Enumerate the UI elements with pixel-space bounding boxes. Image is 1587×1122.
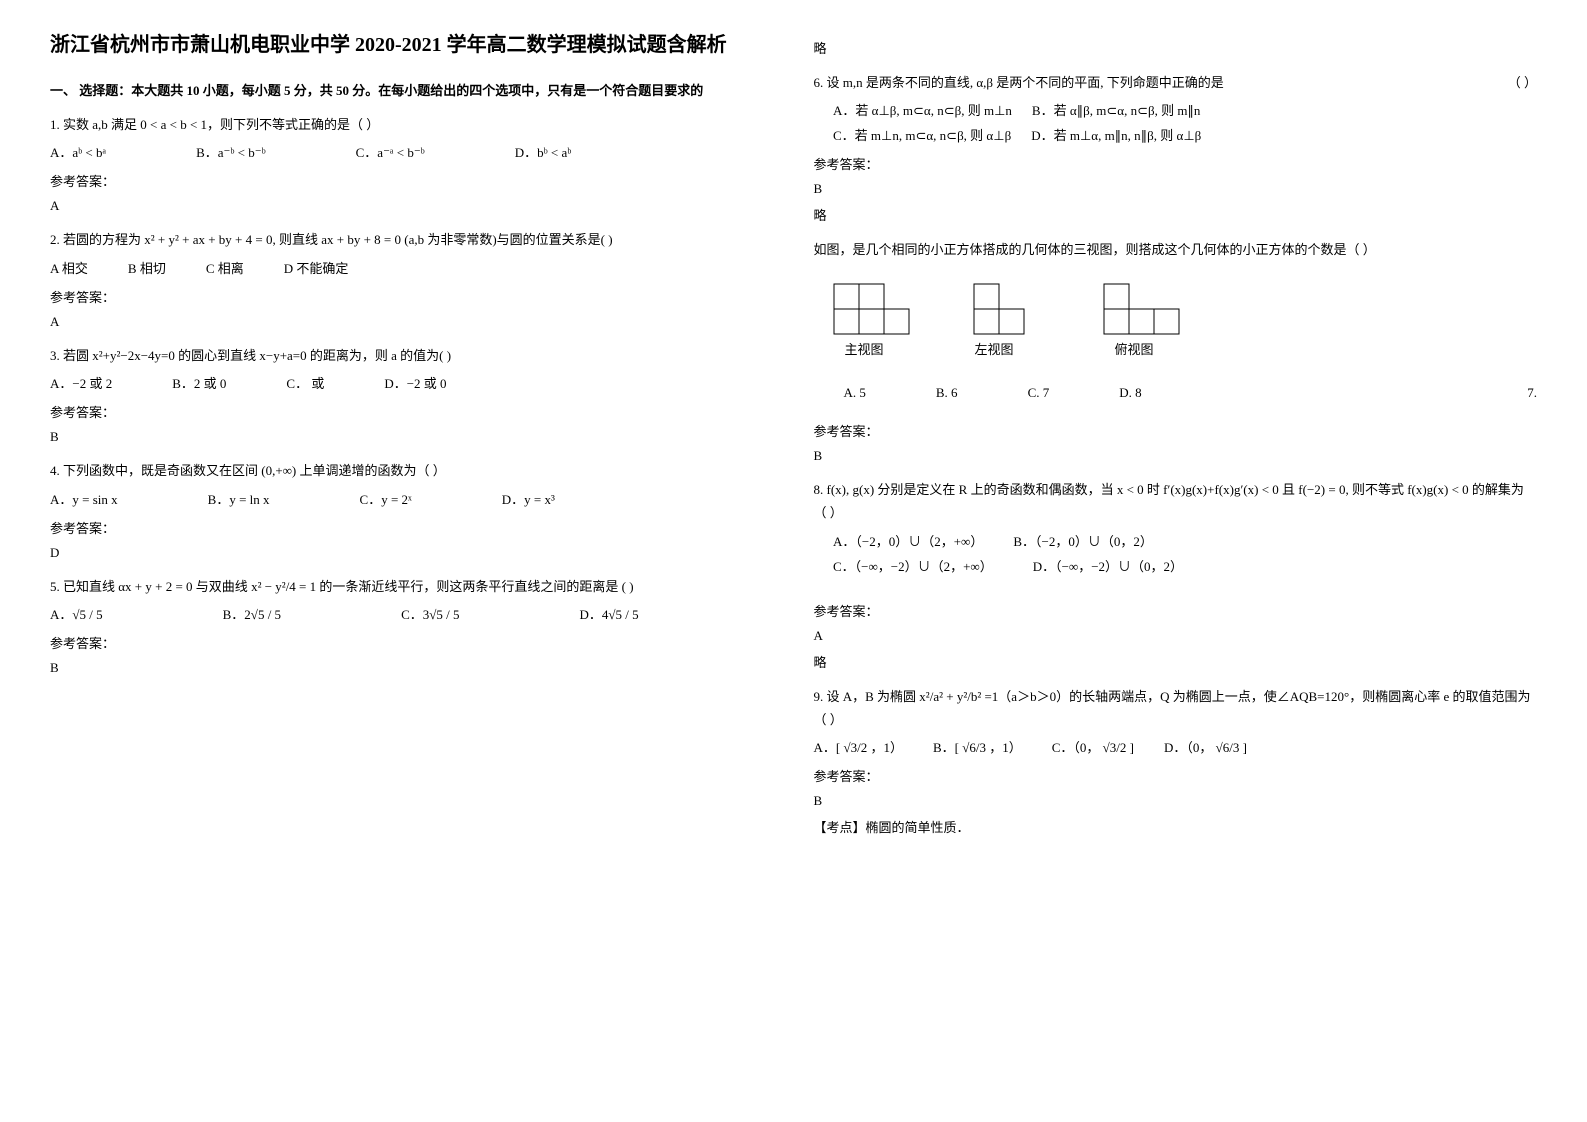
q3-options: A．−2 或 2 B．2 或 0 C． 或 D．−2 或 0 xyxy=(50,373,774,392)
q2-options: A 相交 B 相切 C 相离 D 不能确定 xyxy=(50,258,774,277)
q5-answer: B xyxy=(50,660,774,676)
left-column: 浙江省杭州市市萧山机电职业中学 2020-2021 学年高二数学理模拟试题含解析… xyxy=(50,30,774,840)
q9-opt-b: B．[ √6/3 ，1） xyxy=(933,737,1022,756)
q7-answer: B xyxy=(814,448,1538,464)
q9-answer: B xyxy=(814,793,1538,809)
q1-opt-c: C．a⁻ᵃ < b⁻ᵇ xyxy=(356,142,425,161)
q9-opt-c: C．（0， √3/2 ] xyxy=(1052,737,1134,756)
q3-answer-label: 参考答案： xyxy=(50,402,774,421)
q8-answer-label: 参考答案： xyxy=(814,601,1538,620)
q4-stem: 4. 下列函数中，既是奇函数又在区间 (0,+∞) 上单调递增的函数为（ ） xyxy=(50,459,774,482)
q6-opt-c: C．若 m⊥n, m⊂α, n⊂β, 则 α⊥β xyxy=(833,125,1011,144)
q6-answer: B xyxy=(814,181,1538,197)
q5-opt-d: D．4√5 / 5 xyxy=(579,604,638,623)
q8-stem: 8. f(x), g(x) 分别是定义在 R 上的奇函数和偶函数，当 x < 0… xyxy=(814,478,1538,525)
q5-stem-post: 的一条渐近线平行，则这两条平行直线之间的距离是 ( ) xyxy=(319,579,633,594)
q7-number: 7. xyxy=(1527,385,1537,401)
q3-answer: B xyxy=(50,429,774,445)
q4-opt-b: B．y = ln x xyxy=(208,489,270,508)
q6-opt-d: D．若 m⊥α, m∥n, n∥β, 则 α⊥β xyxy=(1031,125,1201,144)
q3-opt-b: B．2 或 0 xyxy=(172,373,226,392)
q7-stem: 如图，是几个相同的小正方体搭成的几何体的三视图，则搭成这个几何体的小正方体的个数… xyxy=(814,238,1538,261)
section-head: 一、 选择题：本大题共 10 小题，每小题 5 分，共 50 分。在每小题给出的… xyxy=(50,80,774,99)
label-main: 主视图 xyxy=(844,342,883,357)
q5-options: A．√5 / 5 B．2√5 / 5 C．3√5 / 5 D．4√5 / 5 xyxy=(50,604,774,623)
q4-opt-a: A．y = sin x xyxy=(50,489,118,508)
q1-opt-a: A．aᵇ < bᵃ xyxy=(50,142,106,161)
q1-opt-d: D．bᵇ < aᵇ xyxy=(515,142,572,161)
q3-opt-a: A．−2 或 2 xyxy=(50,373,112,392)
q1-answer-label: 参考答案： xyxy=(50,171,774,190)
q8-opt-a: A．（−2，0）∪（2，+∞） xyxy=(833,531,983,550)
q9-stem: 9. 设 A，B 为椭圆 x²/a² + y²/b² =1（a＞b＞0）的长轴两… xyxy=(814,685,1538,732)
q7-opt-d: D. 8 xyxy=(1119,385,1141,401)
q9-opt-d: D．（0， √6/3 ] xyxy=(1164,737,1247,756)
q2-stem: 2. 若圆的方程为 x² + y² + ax + by + 4 = 0, 则直线… xyxy=(50,228,774,251)
q6-stem: 6. 设 m,n 是两条不同的直线, α,β 是两个不同的平面, 下列命题中正确… xyxy=(814,71,1538,94)
page-title: 浙江省杭州市市萧山机电职业中学 2020-2021 学年高二数学理模拟试题含解析 xyxy=(50,30,774,60)
q5-stem: 5. 已知直线 αx + y + 2 = 0 与双曲线 x² − y²/4 = … xyxy=(50,575,774,598)
q5-stem-pre: 5. 已知直线 αx + y + 2 = 0 与双曲线 xyxy=(50,579,251,594)
q7-opt-c: C. 7 xyxy=(1028,385,1050,401)
q9-opt-a: A．[ √3/2 ，1） xyxy=(814,737,903,756)
q5-answer-label: 参考答案： xyxy=(50,633,774,652)
q1-stem: 1. 实数 a,b 满足 0 < a < b < 1，则下列不等式正确的是（ ） xyxy=(50,113,774,136)
q7-options: A. 5 B. 6 C. 7 D. 8 xyxy=(844,385,1528,401)
q2-answer-label: 参考答案： xyxy=(50,287,774,306)
q2-opt-d: D 不能确定 xyxy=(284,258,349,277)
q7-opt-b: B. 6 xyxy=(936,385,958,401)
q7-opt-a: A. 5 xyxy=(844,385,866,401)
q8-opt-b: B．（−2，0）∪（0，2） xyxy=(1013,531,1153,550)
q1-answer: A xyxy=(50,198,774,214)
q1-opt-b: B．a⁻ᵇ < b⁻ᵇ xyxy=(196,142,266,161)
q4-options: A．y = sin x B．y = ln x C．y = 2ˣ D．y = x³ xyxy=(50,489,774,508)
q6-answer-label: 参考答案： xyxy=(814,154,1538,173)
q5-opt-a: A．√5 / 5 xyxy=(50,604,103,623)
q8-opt-d: D．（−∞，−2）∪（0，2） xyxy=(1033,556,1183,575)
q2-opt-c: C 相离 xyxy=(206,258,244,277)
q7-answer-label: 参考答案： xyxy=(814,421,1538,440)
q2-opt-b: B 相切 xyxy=(128,258,166,277)
q5-formula: x² − y²/4 = 1 xyxy=(251,579,319,594)
q8-note: 略 xyxy=(814,652,1538,671)
q3-opt-c: C． 或 xyxy=(286,373,324,392)
label-left: 左视图 xyxy=(974,342,1013,357)
q3-stem: 3. 若圆 x²+y²−2x−4y=0 的圆心到直线 x−y+a=0 的距离为，… xyxy=(50,344,774,367)
q1-options: A．aᵇ < bᵃ B．a⁻ᵇ < b⁻ᵇ C．a⁻ᵃ < b⁻ᵇ D．bᵇ <… xyxy=(50,142,774,161)
q6-options: A．若 α⊥β, m⊂α, n⊂β, 则 m⊥n B．若 α∥β, m⊂α, n… xyxy=(833,100,1537,144)
q9-answer-label: 参考答案： xyxy=(814,766,1538,785)
q8-answer: A xyxy=(814,628,1538,644)
q6-stem-text: 6. 设 m,n 是两条不同的直线, α,β 是两个不同的平面, 下列命题中正确… xyxy=(814,75,1224,90)
q5-opt-b: B．2√5 / 5 xyxy=(223,604,281,623)
q4-opt-c: C．y = 2ˣ xyxy=(360,489,412,508)
q6-note: 略 xyxy=(814,205,1538,224)
q9-note: 【考点】椭圆的简单性质． xyxy=(814,817,1538,836)
q8-options: A．（−2，0）∪（2，+∞） B．（−2，0）∪（0，2） C．（−∞，−2）… xyxy=(833,531,1537,575)
q8-opt-c: C．（−∞，−2）∪（2，+∞） xyxy=(833,556,993,575)
q5-opt-c: C．3√5 / 5 xyxy=(401,604,459,623)
q4-answer: D xyxy=(50,545,774,561)
three-view-diagram: 主视图 左视图 俯视图 xyxy=(814,274,1234,369)
label-top: 俯视图 xyxy=(1114,342,1153,357)
q6-opt-a: A．若 α⊥β, m⊂α, n⊂β, 则 m⊥n xyxy=(833,100,1012,119)
right-column: 略 6. 设 m,n 是两条不同的直线, α,β 是两个不同的平面, 下列命题中… xyxy=(814,30,1538,840)
q3-opt-d: D．−2 或 0 xyxy=(384,373,446,392)
q4-opt-d: D．y = x³ xyxy=(502,489,555,508)
q6-opt-b: B．若 α∥β, m⊂α, n⊂β, 则 m∥n xyxy=(1032,100,1201,119)
q2-answer: A xyxy=(50,314,774,330)
q5-note: 略 xyxy=(814,38,1538,57)
q2-opt-a: A 相交 xyxy=(50,258,88,277)
q9-options: A．[ √3/2 ，1） B．[ √6/3 ，1） C．（0， √3/2 ] D… xyxy=(814,737,1538,756)
q6-paren: （ ） xyxy=(1508,71,1537,94)
q4-answer-label: 参考答案： xyxy=(50,518,774,537)
